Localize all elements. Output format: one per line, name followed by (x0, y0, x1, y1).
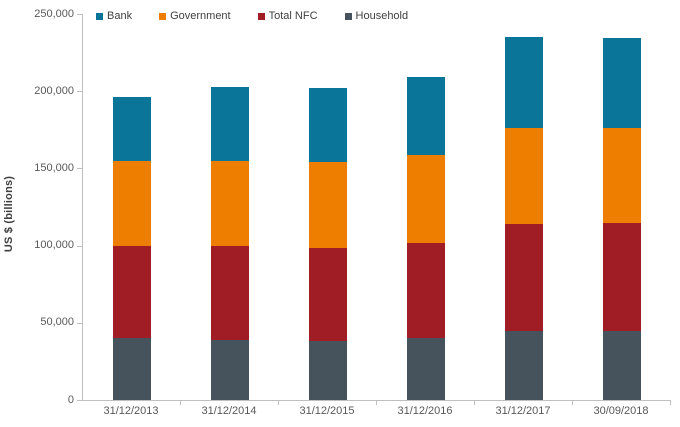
legend-label: Government (170, 10, 231, 22)
legend-label: Total NFC (268, 10, 318, 22)
bar-segment-government-3 (309, 162, 347, 248)
y-tick-mark (77, 400, 82, 401)
bar-segment-bank-6 (603, 37, 641, 128)
bar-segment-household-5 (505, 331, 543, 400)
legend-item-bank: Bank (96, 10, 132, 22)
bar-segment-total-nfc-3 (309, 248, 347, 341)
legend-swatch-icon (96, 12, 103, 20)
bar-segment-household-6 (603, 330, 641, 400)
legend-swatch-icon (159, 12, 167, 20)
bar-segment-household-4 (407, 338, 445, 400)
y-tick-label: 150,000 (34, 161, 74, 174)
x-axis-label: 31/12/2017 (495, 405, 551, 417)
bar-segment-bank-3 (309, 88, 347, 163)
plot-area (82, 14, 671, 401)
bar-segment-government-2 (211, 160, 249, 247)
legend-swatch-icon (257, 12, 265, 20)
x-axis-label: 31/12/2015 (299, 405, 355, 417)
chart-legend: Bank Government Total NFC Household (96, 9, 408, 23)
y-tick-label: 100,000 (34, 239, 74, 252)
bar-segment-household-1 (113, 337, 151, 400)
legend-item-household: Household (344, 10, 409, 22)
bar-segment-bank-1 (113, 97, 151, 161)
x-tick-mark (474, 401, 475, 405)
legend-label: Household (355, 10, 409, 22)
bar-segment-government-5 (505, 127, 543, 224)
y-tick-mark (77, 168, 82, 170)
bar-segment-government-4 (407, 154, 445, 243)
x-axis-label: 31/12/2014 (201, 405, 257, 417)
y-tick-label: 250,000 (34, 7, 74, 20)
bar-segment-total-nfc-5 (505, 224, 543, 332)
legend-item-total-nfc: Total NFC (257, 10, 318, 22)
x-tick-mark (376, 401, 377, 405)
bar-segment-total-nfc-4 (407, 242, 445, 339)
bar-segment-bank-4 (407, 77, 445, 155)
y-tick-label: 200,000 (34, 84, 74, 97)
y-tick-label: 50,000 (40, 316, 74, 329)
bar-segment-total-nfc-1 (113, 245, 151, 338)
x-axis-label: 31/12/2016 (397, 405, 453, 417)
bar-segment-household-3 (309, 340, 347, 400)
bar-segment-total-nfc-6 (603, 223, 641, 331)
bar-segment-total-nfc-2 (211, 246, 249, 340)
x-tick-mark (670, 401, 671, 405)
bar-segment-bank-2 (211, 87, 249, 161)
bar-segment-bank-5 (505, 37, 543, 128)
y-tick-label: 0 (67, 393, 74, 406)
x-axis-label: 30/09/2018 (593, 405, 649, 417)
bar-segment-government-6 (603, 127, 641, 224)
x-tick-mark (572, 401, 573, 405)
bar-segment-household-2 (211, 339, 249, 400)
y-tick-mark (77, 245, 82, 247)
y-tick-mark (77, 91, 82, 93)
y-tick-mark (77, 14, 82, 15)
legend-swatch-icon (344, 12, 352, 20)
legend-label: Bank (107, 10, 133, 22)
legend-item-government: Government (159, 10, 231, 22)
y-tick-mark (77, 322, 82, 324)
x-tick-mark (278, 401, 279, 405)
x-axis-label: 31/12/2013 (103, 405, 159, 417)
bar-segment-government-1 (113, 160, 151, 246)
x-tick-mark (180, 401, 181, 405)
